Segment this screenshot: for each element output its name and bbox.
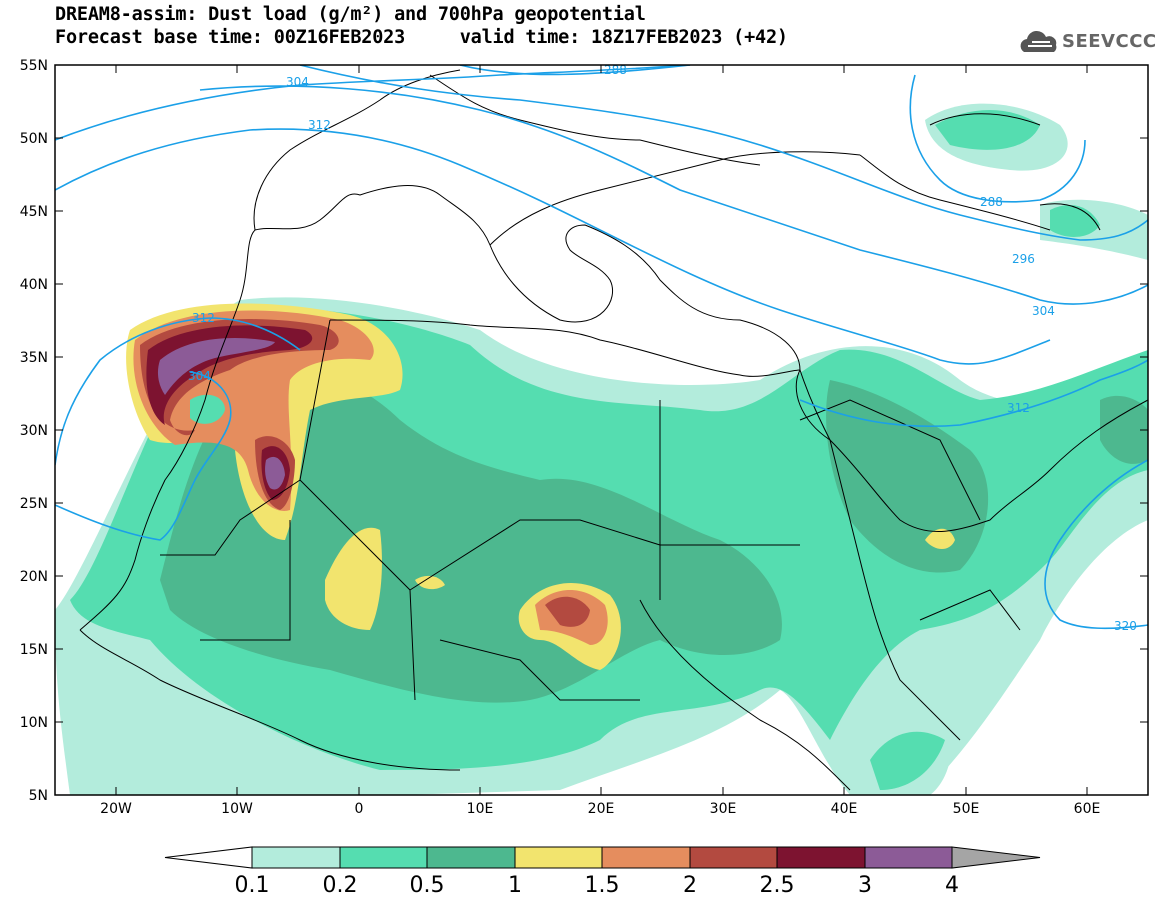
colorbar-bin <box>776 846 866 869</box>
lat-label: 55N <box>20 58 48 74</box>
colorbar-label: 1 <box>508 873 522 898</box>
colorbar-label: 0.2 <box>323 873 358 898</box>
contour-label: 304 <box>286 75 309 89</box>
colorbar-bin <box>601 846 691 869</box>
lon-label: 20W <box>100 801 132 817</box>
contour-label: 312 <box>192 311 215 325</box>
contour-label: 296 <box>1012 252 1035 266</box>
lon-label: 30E <box>710 801 737 817</box>
colorbar-label: 0.5 <box>410 873 445 898</box>
colorbar-low-arrow <box>164 846 253 869</box>
lon-label: 10W <box>221 801 253 817</box>
contour-label: 304 <box>1032 304 1055 318</box>
cloud-logo-icon <box>1020 30 1057 52</box>
lat-label: 50N <box>20 131 48 147</box>
lat-label: 30N <box>20 423 48 439</box>
lon-label: 20E <box>588 801 615 817</box>
contour-label: 288 <box>980 195 1003 209</box>
colorbar-label: 1.5 <box>585 873 620 898</box>
colorbar-label: 2.5 <box>760 873 795 898</box>
lat-label: 35N <box>20 350 48 366</box>
coastlines <box>79 69 1148 791</box>
colorbar-label: 0.1 <box>235 873 270 898</box>
colorbar-high-arrow <box>951 846 1041 869</box>
lon-label: 0 <box>355 801 364 817</box>
lat-labels: 55N 50N 45N 40N 35N 30N 25N 20N 15N 10N … <box>20 58 48 804</box>
contour-label: 304 <box>188 369 211 383</box>
colorbar-bin <box>426 846 516 869</box>
colorbar-bin <box>689 846 778 869</box>
map-title: DREAM8-assim: Dust load (g/m²) and 700hP… <box>55 4 646 25</box>
lat-label: 45N <box>20 204 48 220</box>
colorbar-label: 4 <box>945 873 959 898</box>
map-frame <box>54 64 1149 796</box>
lat-label: 20N <box>20 569 48 585</box>
colorbar-labels: 0.1 0.2 0.5 1 1.5 2 2.5 3 4 <box>235 873 960 898</box>
lon-labels: 20W 10W 0 10E 20E 30E 40E 50E 60E <box>100 801 1100 817</box>
contour-label: 320 <box>1114 619 1137 633</box>
lon-label: 50E <box>953 801 980 817</box>
lon-label: 10E <box>467 801 494 817</box>
colorbar-label: 3 <box>858 873 872 898</box>
colorbar <box>164 846 1041 869</box>
lat-label: 10N <box>20 715 48 731</box>
forecast-time-line: Forecast base time: 00Z16FEB2023 valid t… <box>55 27 788 48</box>
lat-label: 40N <box>20 277 48 293</box>
lon-label: 40E <box>831 801 858 817</box>
dust-field <box>55 103 1148 795</box>
lat-ticks <box>55 64 1148 796</box>
colorbar-bin <box>864 846 953 869</box>
geopotential-contours <box>55 65 1148 630</box>
lat-label: 15N <box>20 642 48 658</box>
lat-label: 5N <box>29 788 48 804</box>
colorbar-label: 2 <box>683 873 697 898</box>
contour-labels: 288 304 312 304 312 288 296 304 312 320 <box>188 63 1137 633</box>
colorbar-bin <box>251 846 341 869</box>
logo-text: SEEVCCC <box>1062 31 1157 52</box>
contour-label: 312 <box>1007 401 1030 415</box>
lat-label: 25N <box>20 496 48 512</box>
contour-label: 288 <box>604 63 627 77</box>
colorbar-bin <box>514 846 603 869</box>
colorbar-bin <box>339 846 428 869</box>
lon-label: 60E <box>1074 801 1101 817</box>
contour-label: 312 <box>308 118 331 132</box>
